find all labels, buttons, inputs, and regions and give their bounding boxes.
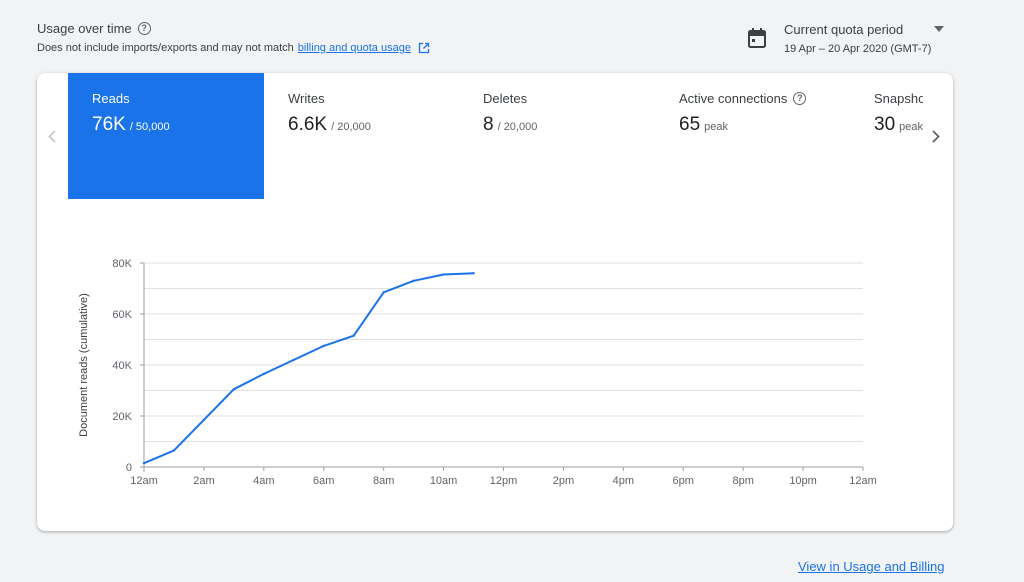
tab-active-connections[interactable]: Active connections ? 65 peak (655, 73, 851, 199)
x-tick-label: 10am (430, 475, 458, 487)
caret-down-icon[interactable] (934, 26, 944, 32)
usage-chart: 0 20K 40K 60K 80K 12am 2am 4am 6am 8am 10am 12pm 2pm… (37, 233, 953, 503)
data-point (322, 344, 325, 348)
chevron-right-icon (932, 129, 940, 143)
subtitle-text: Does not include imports/exports and may… (37, 42, 294, 54)
tab-reads[interactable]: Reads 76K/ 50,000 (68, 73, 264, 199)
chevron-left-icon (48, 129, 56, 143)
tab-writes-value: 6.6K/ 20,000 (288, 114, 371, 136)
x-tick-label: 12am (130, 475, 158, 487)
tab-writes-quota: / 20,000 (331, 121, 371, 133)
quota-period-selector[interactable]: Current quota period 19 Apr – 20 Apr 202… (748, 21, 958, 61)
y-tick-label: 0 (126, 462, 132, 474)
external-link-icon[interactable] (418, 42, 430, 54)
help-icon[interactable]: ? (793, 92, 807, 105)
view-usage-billing-link[interactable]: View in Usage and Billing (798, 559, 945, 574)
x-tick-label: 10pm (789, 475, 817, 487)
calendar-icon (748, 28, 766, 48)
data-point (172, 449, 176, 452)
tab-snapshots-label: Snapshots (874, 91, 923, 106)
usage-header: Usage over time ? (37, 21, 151, 36)
x-tick-label: 12am (849, 475, 877, 487)
tab-deletes-label: Deletes (483, 91, 528, 106)
series-line-reads (143, 272, 474, 465)
tab-deletes-quota: / 20,000 (497, 121, 538, 133)
tab-writes[interactable]: Writes 6.6K/ 20,000 (264, 73, 460, 199)
tab-deletes-number: 8 (483, 114, 494, 135)
x-tick-label: 4pm (613, 475, 634, 487)
y-tick-label: 40K (112, 360, 132, 372)
quota-period-label: Current quota period (784, 22, 904, 37)
tab-active-connections-value: 65 peak (679, 114, 728, 136)
x-tick-label: 6pm (673, 475, 694, 487)
tab-reads-quota: / 50,000 (129, 121, 170, 133)
data-point (472, 272, 475, 275)
quota-period-range: 19 Apr – 20 Apr 2020 (GMT-7) (784, 43, 932, 55)
usage-card: Reads 76K/ 50,000 Writes 6.6K/ 20,000 De… (37, 73, 953, 531)
x-tick-label: 6am (313, 475, 334, 487)
usage-chart-svg: 0 20K 40K 60K 80K 12am 2am 4am 6am 8am 10am 12pm 2pm… (78, 258, 877, 487)
tab-active-connections-label: Active connections ? (679, 91, 807, 106)
data-point (412, 279, 415, 283)
tab-reads-value: 76K/ 50,000 (92, 114, 170, 136)
tab-deletes[interactable]: Deletes 8/ 20,000 (459, 73, 655, 199)
data-point (142, 461, 146, 465)
tab-snapshots-peak: peak (899, 121, 923, 133)
page-title: Usage over time (37, 21, 132, 36)
help-icon[interactable]: ? (137, 22, 151, 35)
y-tick-label: 60K (112, 309, 132, 321)
data-point (202, 418, 206, 422)
tab-deletes-value: 8/ 20,000 (483, 114, 537, 136)
x-tick-label: 12pm (490, 475, 518, 487)
tab-active-connections-text: Active connections (679, 91, 788, 106)
data-point (352, 334, 355, 337)
x-tick-label: 4am (253, 475, 274, 487)
tab-active-connections-peak: peak (704, 121, 728, 133)
tab-writes-label: Writes (288, 91, 325, 106)
tabs-prev-button[interactable] (43, 125, 61, 147)
x-tick-label: 2am (193, 475, 214, 487)
metric-tabs: Reads 76K/ 50,000 Writes 6.6K/ 20,000 De… (37, 73, 953, 199)
tab-snapshots-number: 30 (874, 114, 896, 135)
tab-writes-number: 6.6K (288, 114, 328, 135)
data-point (262, 372, 266, 376)
tab-reads-label: Reads (92, 91, 130, 106)
usage-subtitle: Does not include imports/exports and may… (37, 42, 430, 54)
x-tick-label: 8pm (732, 475, 753, 487)
tab-snapshots-value: 30 peak (874, 114, 923, 136)
tab-reads-number: 76K (92, 114, 126, 135)
y-tick-label: 20K (112, 411, 132, 423)
billing-quota-link[interactable]: billing and quota usage (297, 42, 411, 54)
x-tick-label: 2pm (553, 475, 574, 487)
y-tick-label: 80K (112, 258, 132, 270)
y-axis-label: Document reads (cumulative) (78, 293, 90, 437)
data-point (232, 388, 236, 391)
tab-active-connections-number: 65 (679, 114, 701, 135)
data-point (442, 273, 445, 276)
tabs-next-button[interactable] (927, 125, 945, 147)
data-point (292, 358, 295, 362)
data-point (382, 291, 385, 294)
x-tick-label: 8am (373, 475, 394, 487)
